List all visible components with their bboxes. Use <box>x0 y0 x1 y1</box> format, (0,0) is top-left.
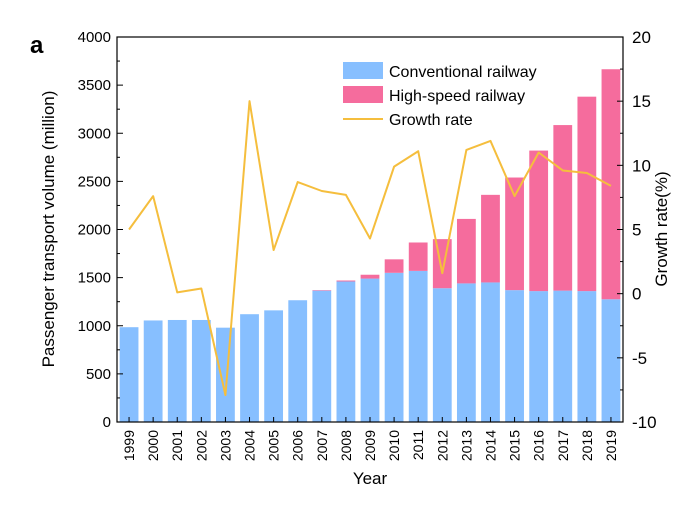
y-axis-label: Passenger transport volume (million) <box>39 91 58 368</box>
y2-tick-label-0: 0 <box>632 285 641 304</box>
bar-conventional-2008 <box>337 281 356 422</box>
bar-highspeed-2011 <box>409 242 428 270</box>
x-tick-label-1999: 1999 <box>121 430 137 461</box>
y-tick-label-0: 0 <box>103 414 111 431</box>
x-tick-label-2018: 2018 <box>579 430 595 461</box>
y2-tick-label--5: -5 <box>632 349 647 368</box>
bars-group <box>120 69 621 422</box>
legend-swatch-conventional <box>343 62 383 79</box>
y-tick-label-2000: 2000 <box>78 222 111 239</box>
bar-conventional-2007 <box>312 291 331 422</box>
bar-conventional-2000 <box>144 320 163 422</box>
x-axis-label: Year <box>353 469 388 488</box>
left-axis: 0 500 1000 1500 2000 2500 3000 3500 4000 <box>78 29 123 431</box>
bar-conventional-2016 <box>529 291 548 422</box>
bar-conventional-2004 <box>240 314 259 422</box>
y2-tick-label-5: 5 <box>632 221 641 240</box>
bar-conventional-2011 <box>409 271 428 422</box>
x-tick-label-2019: 2019 <box>603 430 619 461</box>
y-tick-label-2500: 2500 <box>78 173 111 190</box>
x-tick-label-2016: 2016 <box>531 430 547 461</box>
x-tick-label-2012: 2012 <box>434 430 450 461</box>
bar-conventional-2019 <box>602 299 621 422</box>
y-tick-label-1000: 1000 <box>78 318 111 335</box>
bar-conventional-2009 <box>361 279 380 422</box>
bar-conventional-2013 <box>457 283 476 422</box>
bar-conventional-2014 <box>481 282 500 422</box>
y-tick-label-3000: 3000 <box>78 125 111 142</box>
x-tick-label-2009: 2009 <box>362 430 378 461</box>
legend-label-conventional: Conventional railway <box>389 64 537 81</box>
bar-highspeed-2008 <box>337 281 356 282</box>
x-tick-label-2000: 2000 <box>145 430 161 461</box>
x-tick-label-2002: 2002 <box>193 430 209 461</box>
bar-highspeed-2012 <box>433 239 452 288</box>
x-tick-label-2013: 2013 <box>458 430 474 461</box>
x-tick-label-2014: 2014 <box>482 430 498 461</box>
panel-label: a <box>30 32 44 59</box>
bar-highspeed-2013 <box>457 219 476 283</box>
y-tick-label-1500: 1500 <box>78 270 111 287</box>
y2-tick-label--10: -10 <box>632 413 657 432</box>
x-tick-label-2010: 2010 <box>386 430 402 461</box>
y-tick-label-3500: 3500 <box>78 77 111 94</box>
legend-label-highspeed: High-speed railway <box>389 88 525 105</box>
y-tick-label-4000: 4000 <box>78 29 111 46</box>
x-tick-label-2011: 2011 <box>410 430 426 460</box>
x-tick-label-2007: 2007 <box>314 430 330 461</box>
x-tick-label-2015: 2015 <box>507 430 523 461</box>
y-tick-label-500: 500 <box>86 366 111 383</box>
bar-conventional-1999 <box>120 327 139 422</box>
bar-highspeed-2017 <box>553 125 572 291</box>
bar-highspeed-2009 <box>361 275 380 279</box>
y2-axis-label: Growth rate(%) <box>652 171 671 286</box>
bar-highspeed-2016 <box>529 151 548 292</box>
bar-conventional-2001 <box>168 320 187 422</box>
bar-conventional-2017 <box>553 291 572 422</box>
bar-conventional-2018 <box>577 291 596 422</box>
bar-conventional-2003 <box>216 328 235 422</box>
x-axis: 1999 2000 2001 2002 2003 2004 2005 2006 2007 2008… <box>121 417 619 461</box>
y2-tick-label-20: 20 <box>632 28 651 47</box>
y2-tick-label-15: 15 <box>632 92 651 111</box>
bar-conventional-2006 <box>288 300 307 422</box>
bar-conventional-2005 <box>264 310 283 422</box>
legend-label-growth: Growth rate <box>389 112 473 129</box>
x-tick-label-2006: 2006 <box>290 430 306 461</box>
x-tick-label-2003: 2003 <box>217 430 233 461</box>
bar-conventional-2010 <box>385 273 404 422</box>
bar-highspeed-2019 <box>602 69 621 299</box>
bar-highspeed-2010 <box>385 259 404 272</box>
legend-swatch-highspeed <box>343 86 383 103</box>
y2-tick-label-10: 10 <box>632 156 651 175</box>
x-tick-label-2001: 2001 <box>169 430 185 461</box>
bar-highspeed-2014 <box>481 195 500 283</box>
bar-conventional-2015 <box>505 290 524 422</box>
bar-conventional-2002 <box>192 320 211 422</box>
bar-conventional-2012 <box>433 288 452 422</box>
x-tick-label-2004: 2004 <box>242 430 258 461</box>
bar-highspeed-2018 <box>577 97 596 291</box>
legend: Conventional railway High-speed railway … <box>343 62 537 129</box>
x-tick-label-2008: 2008 <box>338 430 354 461</box>
x-tick-label-2017: 2017 <box>555 430 571 461</box>
x-tick-label-2005: 2005 <box>266 430 282 461</box>
